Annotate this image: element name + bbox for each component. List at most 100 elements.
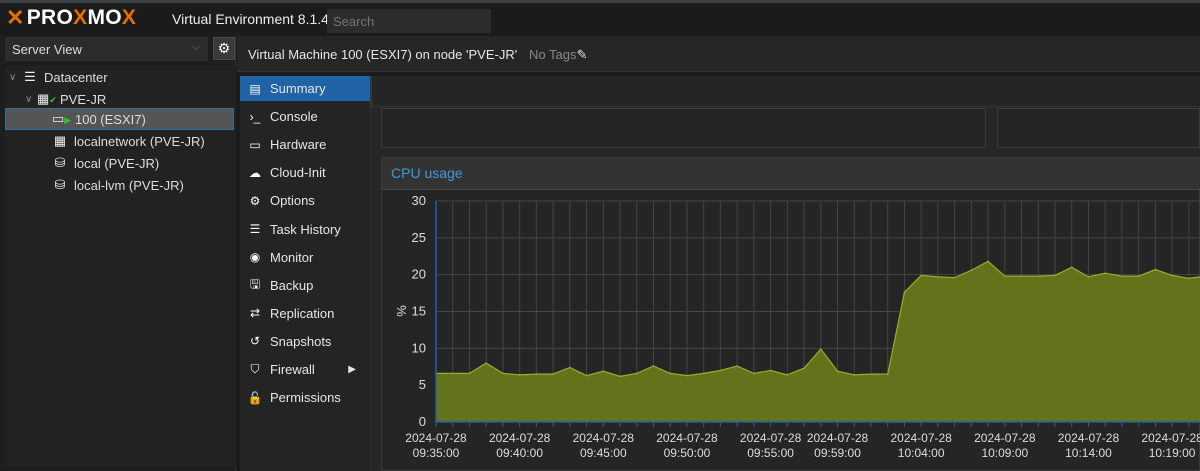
nav-item-replication[interactable]: ⇄ Replication [240, 301, 370, 326]
data-point [535, 373, 538, 375]
data-point [937, 276, 939, 278]
x-tick-label-date: 2024-07-28 [807, 431, 869, 445]
data-point [1154, 268, 1157, 271]
nav-item-options[interactable]: ⚙ Options [240, 188, 370, 213]
view-selector-value: Server View [12, 42, 82, 57]
book-icon: ▤ [249, 81, 261, 96]
data-point [1070, 266, 1073, 269]
monitor-icon: ▭ [249, 137, 261, 152]
tree-item-node[interactable]: ∨ ▦✔ PVE-JR [5, 88, 234, 110]
tree-item-vm[interactable]: ▭▶ 100 (ESXI7) [5, 108, 234, 130]
tree-settings-button[interactable]: ⚙ [213, 37, 235, 60]
y-tick-label: 5 [419, 377, 426, 392]
data-point [769, 369, 772, 372]
x-tick-label-date: 2024-07-28 [1141, 431, 1200, 445]
x-tick-label-date: 2024-07-28 [740, 431, 802, 445]
x-tick-label-date: 2024-07-28 [573, 431, 635, 445]
nav-item-summary[interactable]: ▤ Summary [240, 76, 370, 101]
nav-item-backup[interactable]: 🖫 Backup [240, 273, 370, 298]
data-point [920, 274, 922, 277]
cpu-panel-title: CPU usage [391, 165, 463, 181]
data-point [1121, 275, 1123, 277]
x-tick-label-date: 2024-07-28 [656, 431, 718, 445]
storage-icon: ⛁ [54, 155, 66, 170]
data-point [585, 374, 588, 377]
data-point [635, 372, 638, 375]
chevron-down-icon: ⌵ [191, 41, 200, 53]
x-tick-label-date: 2024-07-28 [489, 431, 551, 445]
data-point [1137, 275, 1140, 277]
pencil-icon[interactable]: ✎ [576, 47, 588, 62]
nav-item-snapshots[interactable]: ↺ Snapshots [240, 329, 370, 354]
data-point [619, 375, 621, 378]
data-point [803, 367, 805, 370]
unlock-icon: 🔓 [247, 390, 263, 405]
x-tick-label-time: 09:40:00 [496, 446, 543, 460]
node-online-icon: ▦✔ [37, 91, 57, 106]
tags-edit[interactable]: No Tags✎ [529, 47, 587, 63]
x-tick-label-date: 2024-07-28 [405, 431, 467, 445]
data-point [853, 374, 856, 376]
x-tick-label-date: 2024-07-28 [890, 431, 952, 445]
tree-item-storage-lvm[interactable]: ⛁ local-lvm (PVE-JR) [5, 174, 234, 196]
network-grid-icon: ▦ [53, 133, 67, 148]
y-tick-label: 10 [412, 340, 426, 355]
cloud-icon: ☁ [249, 165, 261, 180]
top-bar [0, 0, 1200, 36]
data-point [987, 260, 989, 263]
tree-item-label: local-lvm (PVE-JR) [74, 177, 184, 193]
search-input[interactable] [327, 9, 491, 33]
data-point [953, 276, 956, 279]
nav-item-permissions[interactable]: 🔓 Permissions [240, 385, 370, 410]
data-point [468, 372, 471, 375]
y-tick-label: 25 [412, 230, 426, 245]
nav-item-console[interactable]: ›_ Console [240, 104, 370, 129]
x-tick-label-time: 09:59:00 [814, 446, 861, 460]
nav-item-monitor[interactable]: ◉ Monitor [240, 245, 370, 270]
data-point [502, 372, 504, 375]
data-point [518, 374, 521, 376]
y-tick-label: 20 [412, 267, 426, 282]
gear-icon: ⚙ [217, 40, 231, 56]
page-title: Virtual Machine 100 (ESXI7) on node 'PVE… [248, 47, 518, 62]
data-point [719, 369, 722, 372]
tree-item-datacenter[interactable]: ∨ ☰ Datacenter [5, 66, 234, 88]
tree-item-label: 100 (ESXI7) [75, 111, 146, 127]
tree-item-storage-local[interactable]: ⛁ local (PVE-JR) [5, 152, 234, 174]
data-point [1004, 275, 1006, 277]
tree-item-network[interactable]: ▦ localnetwork (PVE-JR) [5, 130, 234, 152]
floppy-icon: 🖫 [249, 276, 261, 291]
chevron-down-icon[interactable]: ∨ [9, 71, 17, 83]
content-header [237, 36, 1200, 72]
view-selector[interactable]: Server View ⌵ [5, 37, 208, 61]
data-point [602, 370, 605, 372]
nav-item-label: Replication [270, 305, 335, 321]
x-tick-label-time: 09:45:00 [580, 446, 627, 460]
y-tick-label: 0 [419, 414, 426, 429]
storage-icon: ⛁ [54, 177, 66, 192]
vm-nav-menu [240, 76, 371, 471]
nav-item-cloud-init[interactable]: ☁ Cloud-Init [240, 160, 370, 185]
data-point [485, 362, 487, 364]
nav-item-label: Permissions [270, 390, 341, 406]
nav-item-label: Summary [270, 81, 326, 96]
nav-item-hardware[interactable]: ▭ Hardware [240, 132, 370, 157]
resource-tree: ∨ ☰ Datacenter ∨ ▦✔ PVE-JR ▭▶ 100 (ESXI7) ▦ lo… [5, 66, 236, 466]
data-point [1104, 272, 1106, 274]
nav-item-label: Backup [270, 277, 314, 293]
nav-item-label: Task History [270, 221, 341, 237]
summary-toolbar [371, 76, 1200, 107]
nav-item-firewall[interactable]: ⛉ Firewall ▶ [240, 357, 370, 382]
proxmox-logo[interactable]: ✕ PRO X MO X [6, 5, 137, 30]
data-point [1188, 277, 1190, 280]
nav-item-task-history[interactable]: ☰ Task History [240, 217, 370, 242]
retweet-icon: ⇄ [249, 306, 261, 321]
chevron-down-icon[interactable]: ∨ [25, 93, 33, 105]
x-tick-label-time: 10:14:00 [1065, 446, 1112, 460]
vm-running-icon: ▭▶ [52, 111, 72, 126]
submenu-arrow-icon[interactable]: ▶ [348, 364, 356, 375]
data-point [1054, 274, 1056, 277]
y-tick-label: 30 [412, 193, 426, 208]
data-point [1087, 276, 1090, 278]
data-point [669, 372, 672, 375]
